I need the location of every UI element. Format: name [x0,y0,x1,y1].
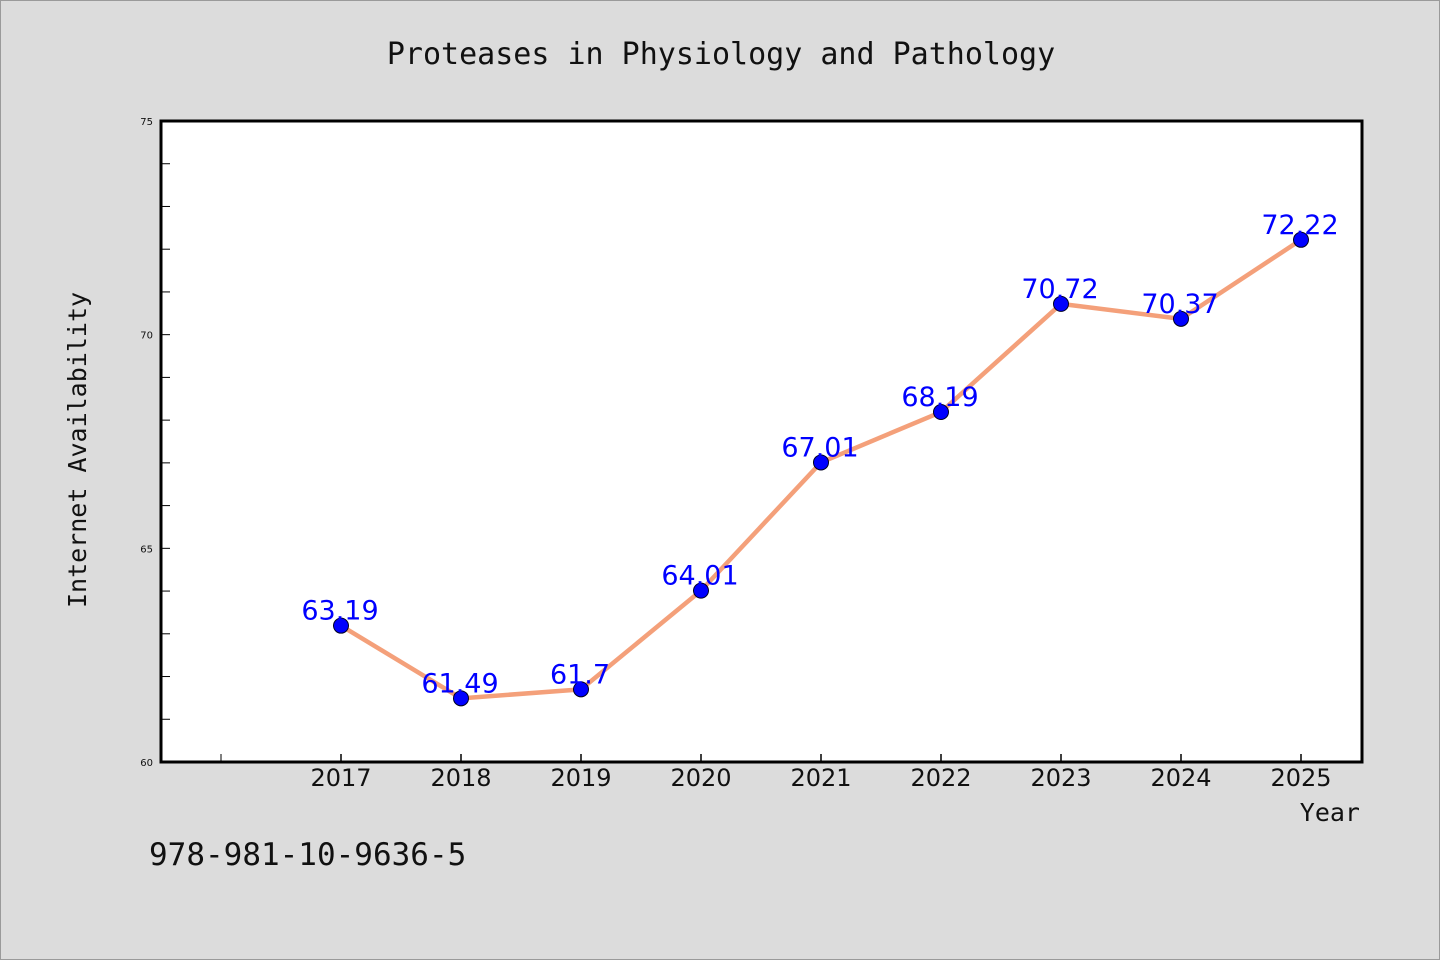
x-tick-label: 2023 [1030,764,1091,792]
x-tick-label: 2022 [910,764,971,792]
x-tick-label: 2018 [430,764,491,792]
x-tick-label: 2024 [1150,764,1211,792]
series-layer [333,231,1309,707]
data-point-marker [1293,231,1309,248]
y-tick-label: 60 [140,758,153,769]
data-label: 61.49 [421,668,498,699]
data-point-marker [1053,295,1069,312]
x-tick-label: 2025 [1270,764,1331,792]
x-tick-label: 2020 [670,764,731,792]
data-point-marker [333,617,349,634]
plot-area [161,121,1362,762]
data-point-marker [1173,310,1189,327]
x-axis-ticks: 2017 2018 2019 2020 2021 2022 2023 2024 2025 [220,754,1332,792]
data-label: 70.37 [1141,289,1218,320]
data-labels: 63.19 61.49 61.7 64.01 67.01 68.19 70.72 70.37 7… [301,210,1338,700]
data-point-marker [573,681,589,698]
x-tick-label: 2019 [550,764,611,792]
data-point-marker [453,690,469,707]
data-point-marker [933,404,949,421]
data-label: 61.7 [550,659,610,690]
data-label: 72.22 [1261,210,1338,241]
x-axis-title: Year [1300,798,1360,827]
isbn-text: 978-981-10-9636-5 [149,837,466,873]
plot-frame [159,119,1364,764]
chart-title: Proteases in Physiology and Pathology [387,37,1055,72]
data-point-marker [813,454,829,471]
data-label: 63.19 [301,596,378,627]
x-tick-label: 2021 [790,764,851,792]
data-label: 64.01 [661,561,738,592]
y-tick-label: 65 [140,544,153,555]
data-label: 68.19 [901,382,978,413]
y-tick-label: 70 [140,331,153,342]
x-tick-label: 2017 [310,764,371,792]
data-label: 70.72 [1021,274,1098,305]
y-axis-title: Internet Availability [63,292,92,608]
data-point-marker [693,582,709,599]
data-label: 67.01 [781,432,858,463]
y-tick-label: 75 [140,117,153,128]
